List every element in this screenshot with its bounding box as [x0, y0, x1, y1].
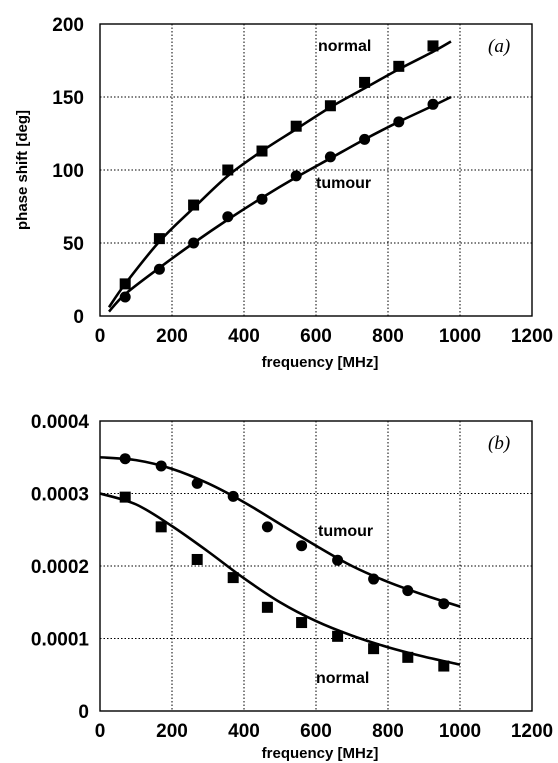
- y-tick-label: 0: [78, 702, 89, 723]
- data-point-normal: [261, 601, 273, 613]
- data-point-normal: [359, 76, 371, 88]
- data-point-normal: [332, 630, 344, 642]
- y-tick-label: 0: [73, 307, 84, 328]
- x-tick-label: 1000: [439, 721, 481, 742]
- series-label-normal: normal: [316, 670, 369, 687]
- data-point-tumour: [359, 133, 371, 145]
- y-tick-label: 0.0001: [31, 630, 90, 651]
- y-tick-label: 200: [52, 15, 84, 36]
- data-point-normal: [227, 572, 239, 584]
- x-tick-label: 1000: [439, 326, 481, 347]
- panel-label: (b): [488, 433, 510, 454]
- series-label-normal: normal: [318, 38, 371, 55]
- data-point-tumour: [227, 490, 239, 502]
- data-point-normal: [256, 145, 268, 157]
- fit-curve-tumour: [99, 455, 461, 608]
- data-point-normal: [119, 491, 131, 503]
- data-point-normal: [402, 651, 414, 663]
- data-point-tumour: [191, 477, 203, 489]
- data-point-normal: [191, 553, 203, 565]
- plot-frame: [99, 420, 533, 712]
- data-point-normal: [290, 120, 302, 132]
- y-tick-label: 50: [63, 234, 84, 255]
- plot-frame: [99, 23, 533, 317]
- x-tick-label: 800: [372, 326, 404, 347]
- y-tick-label: 0.0004: [31, 412, 90, 433]
- y-tick-label: 0.0002: [31, 557, 89, 578]
- data-point-tumour: [153, 263, 165, 275]
- data-point-tumour: [290, 170, 302, 182]
- series-label-tumour: tumour: [316, 175, 371, 192]
- data-point-normal: [153, 233, 165, 245]
- data-point-tumour: [155, 460, 167, 472]
- x-tick-label: 0: [95, 326, 106, 347]
- data-point-normal: [393, 60, 405, 72]
- data-point-tumour: [438, 598, 450, 610]
- data-point-tumour: [261, 521, 273, 533]
- data-point-normal: [296, 617, 308, 629]
- data-point-normal: [368, 643, 380, 655]
- y-axis-label: phase shift [deg]: [14, 110, 31, 230]
- x-tick-label: 800: [372, 721, 404, 742]
- data-point-tumour: [119, 291, 131, 303]
- x-axis-label: frequency [MHz]: [262, 745, 379, 762]
- fit-curve-tumour: [108, 95, 452, 313]
- y-tick-label: 150: [52, 88, 84, 109]
- series-label-tumour: tumour: [318, 523, 373, 540]
- panel-label: (a): [488, 36, 510, 57]
- x-tick-label: 0: [95, 721, 106, 742]
- x-tick-label: 400: [228, 721, 260, 742]
- data-point-tumour: [368, 573, 380, 585]
- data-point-tumour: [332, 554, 344, 566]
- data-point-tumour: [119, 453, 131, 465]
- data-point-tumour: [393, 116, 405, 128]
- data-point-normal: [427, 40, 439, 52]
- x-tick-label: 200: [156, 721, 188, 742]
- data-point-tumour: [427, 98, 439, 110]
- x-tick-label: 1200: [511, 721, 553, 742]
- data-point-tumour: [402, 585, 414, 597]
- x-axis-label: frequency [MHz]: [262, 354, 379, 371]
- series-tumour: tumour: [108, 95, 452, 313]
- data-point-tumour: [256, 193, 268, 205]
- data-point-tumour: [188, 237, 200, 249]
- x-tick-label: 600: [300, 326, 332, 347]
- data-point-normal: [119, 278, 131, 290]
- chart-phase-shift: 0 200 400 600 800 1000 1200 0 50 100 150 200 frequen…: [14, 15, 553, 371]
- fit-curve-normal: [99, 492, 461, 666]
- data-point-tumour: [222, 211, 234, 223]
- series-tumour: tumour: [99, 453, 461, 610]
- x-tick-label: 1200: [511, 326, 553, 347]
- x-tick-label: 200: [156, 326, 188, 347]
- data-point-normal: [222, 164, 234, 176]
- series-normal: normal: [99, 491, 461, 687]
- data-point-normal: [155, 521, 167, 533]
- data-point-normal: [188, 199, 200, 211]
- data-point-tumour: [324, 151, 336, 163]
- chart-panel-b: 0 200 400 600 800 1000 1200 0 0.0001 0.0002 0.0003…: [31, 412, 553, 762]
- data-point-normal: [324, 100, 336, 112]
- x-tick-label: 600: [300, 721, 332, 742]
- series-normal: normal: [107, 38, 452, 308]
- data-point-tumour: [296, 540, 308, 552]
- x-tick-label: 400: [228, 326, 260, 347]
- y-tick-label: 100: [52, 161, 84, 182]
- data-point-normal: [438, 660, 450, 672]
- y-tick-label: 0.0003: [31, 485, 89, 506]
